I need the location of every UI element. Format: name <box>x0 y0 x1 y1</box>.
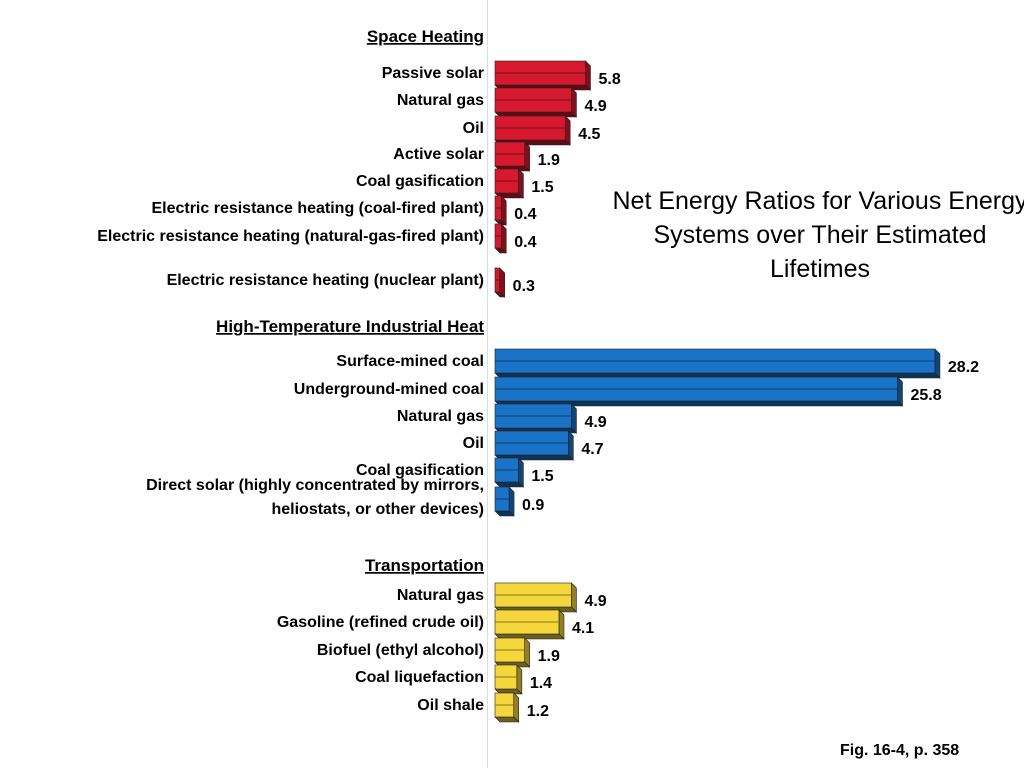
value-label-transportation-2: 1.9 <box>538 648 560 665</box>
center-divider-line <box>487 0 488 768</box>
bar-space-heating-1 <box>494 87 578 118</box>
category-label-transportation-1: Gasoline (refined crude oil) <box>277 614 484 631</box>
value-label-space-heating-0: 5.8 <box>598 71 620 88</box>
category-label-space-heating-7: Electric resistance heating (nuclear pla… <box>167 272 484 289</box>
bar-high-temperature-industrial-heat-4 <box>494 457 525 488</box>
value-label-space-heating-2: 4.5 <box>578 126 600 143</box>
category-label-space-heating-2: Oil <box>463 120 484 137</box>
bar-space-heating-3 <box>494 141 531 172</box>
bar-high-temperature-industrial-heat-3 <box>494 430 575 461</box>
figure-caption: Fig. 16-4, p. 358 <box>840 742 960 759</box>
value-label-high-temperature-industrial-heat-5: 0.9 <box>522 497 544 514</box>
value-label-space-heating-4: 1.5 <box>531 179 553 196</box>
value-label-high-temperature-industrial-heat-1: 25.8 <box>910 387 941 404</box>
value-label-high-temperature-industrial-heat-2: 4.9 <box>584 414 606 431</box>
category-label-space-heating-1: Natural gas <box>397 92 484 109</box>
category-label-high-temperature-industrial-heat-2: Natural gas <box>397 408 484 425</box>
bar-space-heating-7 <box>494 267 506 298</box>
category-label-transportation-2: Biofuel (ethyl alcohol) <box>317 642 484 659</box>
chart-title: Net Energy Ratios for Various Energy Sys… <box>612 187 1024 283</box>
value-label-space-heating-7: 0.3 <box>513 278 535 295</box>
value-label-space-heating-5: 0.4 <box>514 206 536 223</box>
value-label-space-heating-3: 1.9 <box>538 152 560 169</box>
category-label-high-temperature-industrial-heat-4: Coal gasification <box>356 462 484 479</box>
bar-space-heating-6 <box>494 223 507 254</box>
bar-transportation-2 <box>494 637 531 668</box>
category-label-space-heating-3: Active solar <box>393 146 484 163</box>
value-label-transportation-0: 4.9 <box>584 593 606 610</box>
value-label-transportation-3: 1.4 <box>530 675 552 692</box>
category-label-transportation-3: Coal liquefaction <box>355 669 484 686</box>
category-label-transportation-0: Natural gas <box>397 587 484 604</box>
value-label-space-heating-1: 4.9 <box>584 98 606 115</box>
bar-transportation-0 <box>494 582 578 613</box>
category-label-transportation-4: Oil shale <box>417 697 484 714</box>
category-label-space-heating-5: Electric resistance heating (coal-fired … <box>151 200 484 217</box>
bar-space-heating-4 <box>494 168 525 199</box>
bar-high-temperature-industrial-heat-2 <box>494 403 578 434</box>
bar-space-heating-5 <box>494 195 507 226</box>
bar-space-heating-2 <box>494 115 571 146</box>
value-label-transportation-4: 1.2 <box>527 703 549 720</box>
value-label-transportation-1: 4.1 <box>572 620 594 637</box>
category-label-high-temperature-industrial-heat-3: Oil <box>463 435 484 452</box>
category-label-space-heating-4: Coal gasification <box>356 173 484 190</box>
category-label-space-heating-6: Electric resistance heating (natural-gas… <box>97 228 484 245</box>
bar-high-temperature-industrial-heat-1 <box>494 376 904 407</box>
value-label-high-temperature-industrial-heat-0: 28.2 <box>948 359 979 376</box>
bar-space-heating-0 <box>494 60 592 91</box>
category-label-high-temperature-industrial-heat-1: Underground-mined coal <box>294 381 484 398</box>
value-label-high-temperature-industrial-heat-3: 4.7 <box>581 441 603 458</box>
value-label-high-temperature-industrial-heat-4: 1.5 <box>531 468 553 485</box>
section-title-high-temperature-industrial-heat: High-Temperature Industrial Heat <box>216 317 484 336</box>
category-label-high-temperature-industrial-heat-5-line-1: heliostats, or other devices) <box>271 501 484 518</box>
bar-high-temperature-industrial-heat-0 <box>494 348 941 379</box>
bar-high-temperature-industrial-heat-5 <box>494 486 515 517</box>
bar-transportation-1 <box>494 609 565 640</box>
category-label-space-heating-0: Passive solar <box>382 65 484 82</box>
category-label-high-temperature-industrial-heat-5-line-0: Direct solar (highly concentrated by mir… <box>146 477 484 494</box>
section-title-space-heating: Space Heating <box>367 27 484 46</box>
bar-transportation-4 <box>494 692 520 723</box>
bar-transportation-3 <box>494 664 523 695</box>
category-label-high-temperature-industrial-heat-0: Surface-mined coal <box>336 353 484 370</box>
section-title-transportation: Transportation <box>365 556 484 575</box>
value-label-space-heating-6: 0.4 <box>514 234 536 251</box>
